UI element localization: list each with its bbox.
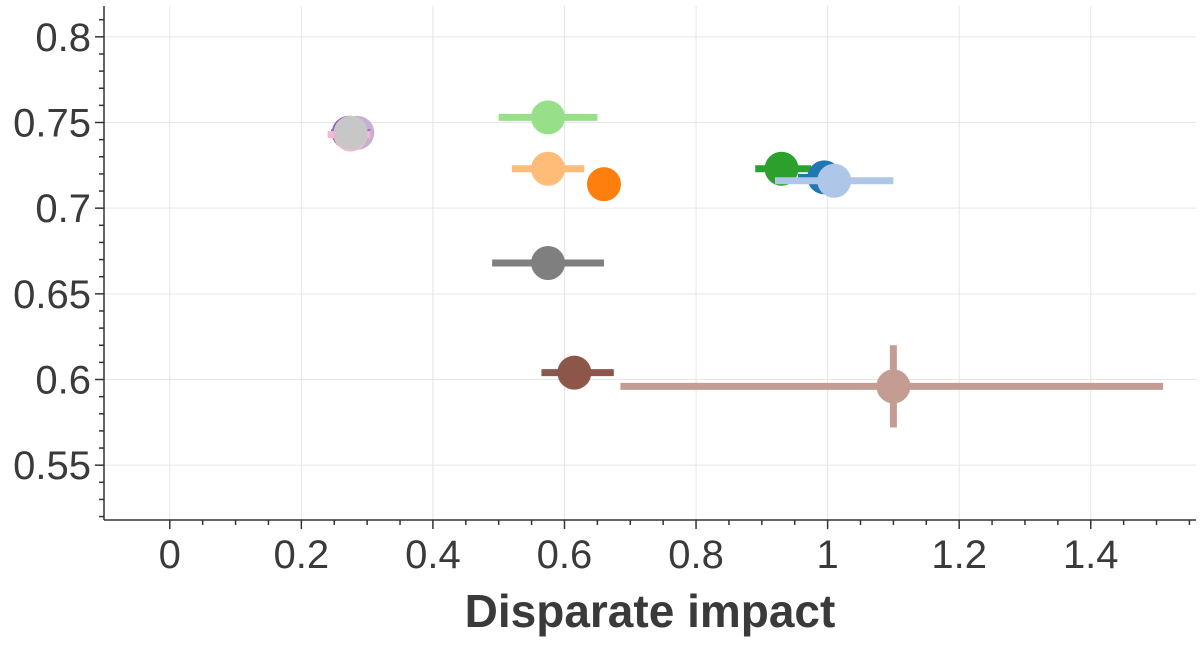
marker [531,100,566,135]
x-tick-label: 1.2 [931,533,987,577]
y-tick-label: 0.6 [35,359,91,403]
point-gray [492,246,604,280]
marker [531,246,566,280]
x-tick-label: 0 [159,533,181,577]
x-tick-label: 0.8 [668,533,724,577]
y-tick-label: 0.55 [13,444,91,488]
x-tick-label: 0.6 [537,533,593,577]
tick-labels: 0 0.2 0.4 0.6 0.8 1 1.2 1.4 0.55 0.6 0.65 0.7 0.75 0.… [13,16,1118,577]
marker [586,167,621,202]
point-light-blue [774,163,894,198]
x-tick-label: 1.4 [1063,533,1119,577]
marker [557,355,592,390]
marker [531,151,566,186]
marker [817,163,852,198]
x-axis-label: Disparate impact [465,585,836,637]
point-orange [586,167,621,202]
y-tick-label: 0.8 [35,16,91,60]
point-brown [541,355,614,390]
point-light-green [498,100,598,135]
y-tick-label: 0.75 [13,102,91,146]
point-light-brown [620,345,1164,428]
x-tick-label: 0.2 [274,533,330,577]
x-tick-label: 0.4 [405,533,461,577]
point-light-orange [511,151,585,186]
axes [95,6,1196,529]
y-tick-label: 0.7 [35,187,91,231]
grid [104,6,1196,520]
data-points [327,100,1164,428]
y-tick-label: 0.65 [13,273,91,317]
marker [333,115,368,150]
x-tick-label: 1 [816,533,838,577]
point-gray-light [333,115,368,150]
marker [876,369,911,404]
